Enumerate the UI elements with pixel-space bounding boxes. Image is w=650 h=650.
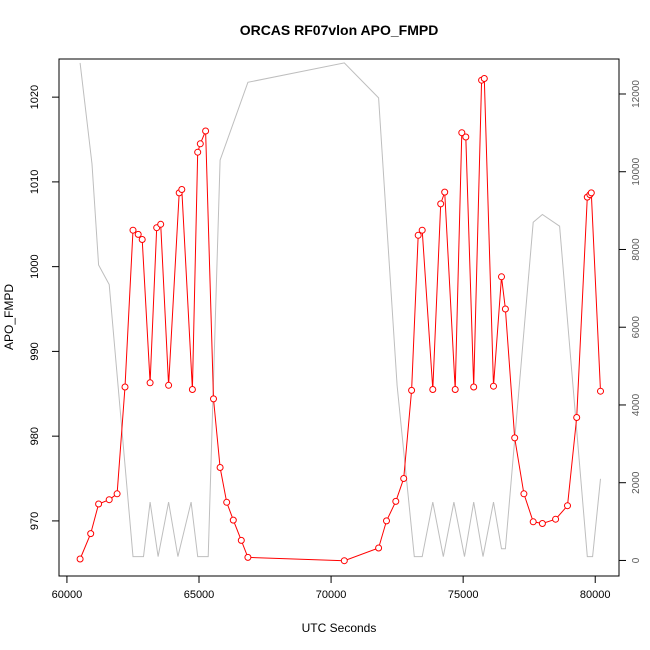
x-tick-label: 80000 <box>580 589 611 601</box>
y2-tick-label: 2000 <box>631 471 642 494</box>
data-point <box>529 518 537 526</box>
data-point <box>392 497 400 505</box>
data-point <box>113 490 121 498</box>
primary-series-line <box>79 77 601 562</box>
data-point <box>511 434 519 442</box>
data-point <box>134 230 142 238</box>
data-point <box>498 273 505 281</box>
data-point <box>188 386 196 393</box>
chart-title: ORCAS RF07vlon APO_FMPD <box>240 22 439 38</box>
data-point <box>76 555 84 563</box>
data-point <box>210 395 217 403</box>
data-point <box>429 386 437 393</box>
primary-series-layer <box>76 75 604 565</box>
y2-tick-label: 8000 <box>631 238 642 261</box>
data-point <box>237 536 245 544</box>
data-point <box>157 220 165 228</box>
data-point <box>458 129 466 137</box>
y2-tick-label: 4000 <box>631 393 642 416</box>
y-tick-label: 980 <box>29 427 41 445</box>
y-tick-label: 1010 <box>29 170 41 194</box>
data-point <box>597 387 604 395</box>
data-point <box>95 500 103 508</box>
data-point <box>400 475 408 482</box>
data-point <box>129 226 137 234</box>
y-tick-label: 970 <box>29 512 41 530</box>
data-point <box>223 498 231 506</box>
y2-tick-label: 0 <box>631 557 642 563</box>
data-point <box>552 515 560 523</box>
data-point <box>229 516 237 524</box>
data-point <box>418 226 426 234</box>
data-point <box>196 140 204 148</box>
x-tick-label: 75000 <box>448 589 479 601</box>
data-point <box>202 127 210 135</box>
data-point <box>573 414 581 421</box>
x-tick-label: 70000 <box>316 589 347 601</box>
data-point <box>437 200 445 208</box>
data-point <box>138 236 146 243</box>
data-point <box>538 520 546 527</box>
y-tick-label: 1000 <box>29 254 41 278</box>
data-point <box>462 133 470 141</box>
data-point <box>480 75 488 82</box>
data-point <box>216 464 224 471</box>
data-point <box>414 231 422 239</box>
y-axis-label: APO_FMPD <box>2 284 16 350</box>
y-tick-label: 1020 <box>29 85 41 109</box>
x-axis-label: UTC Seconds <box>302 621 377 635</box>
axes-layer: 60000 65000 70000 75000 80000970980990100010… <box>29 80 642 601</box>
data-point <box>244 553 252 561</box>
data-point <box>105 496 113 504</box>
data-point <box>501 305 509 313</box>
data-point <box>375 544 383 552</box>
data-point <box>408 386 416 394</box>
data-point <box>587 189 595 197</box>
data-point <box>490 382 497 390</box>
data-point <box>383 517 390 525</box>
data-point <box>441 188 449 196</box>
x-tick-label: 65000 <box>184 589 215 601</box>
x-tick-label: 60000 <box>52 589 83 601</box>
y2-tick-label: 6000 <box>631 316 642 339</box>
data-point <box>194 148 202 156</box>
data-point <box>165 381 173 389</box>
data-point <box>470 383 478 391</box>
data-point <box>146 379 154 387</box>
data-point <box>178 186 186 193</box>
data-point <box>564 502 571 510</box>
data-point <box>451 386 459 393</box>
data-point <box>520 490 528 498</box>
data-point <box>87 530 95 538</box>
y2-tick-label: 10000 <box>631 157 642 185</box>
data-point <box>340 557 348 565</box>
data-point <box>121 383 129 391</box>
plot-frame <box>58 58 620 577</box>
y2-tick-label: 12000 <box>631 80 642 108</box>
y-tick-label: 990 <box>29 342 41 360</box>
